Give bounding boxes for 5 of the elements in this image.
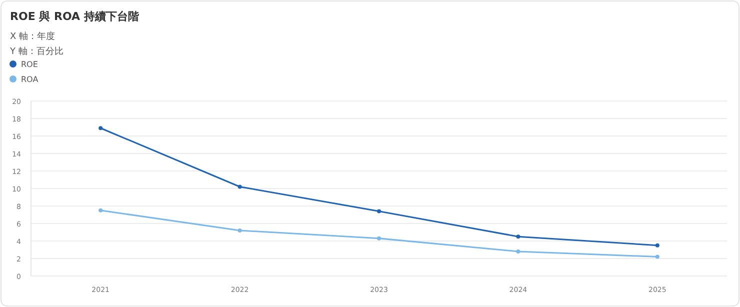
title: ROE 與 ROA 持續下台階 xyxy=(10,10,139,23)
annotation: Y 軸：百分比 xyxy=(10,47,64,57)
legend: ROE xyxy=(21,60,38,69)
annotation: X 軸：年度 xyxy=(10,32,56,42)
legend: ROA xyxy=(21,75,38,84)
